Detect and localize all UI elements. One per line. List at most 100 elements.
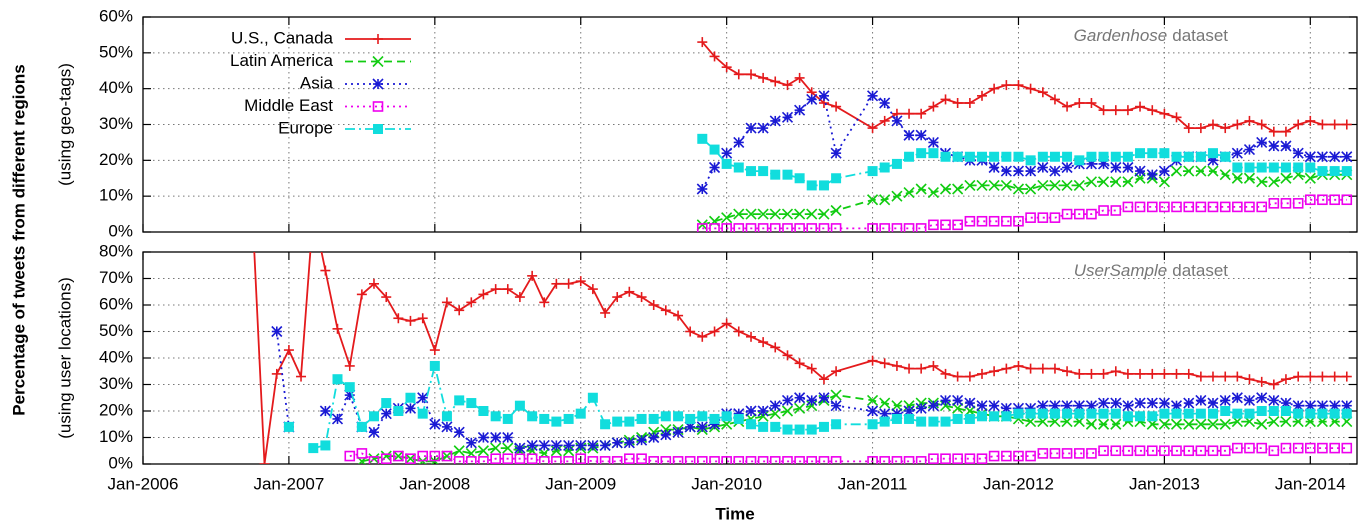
- marker-square: [697, 133, 708, 144]
- marker-square: [782, 456, 793, 464]
- marker-square: [733, 413, 744, 424]
- marker-stroke: [976, 400, 988, 412]
- data-point: [1122, 161, 1134, 174]
- marker-square: [1232, 408, 1243, 419]
- marker-square: [624, 416, 635, 427]
- marker-square: [1341, 166, 1352, 177]
- data-point: [1062, 151, 1073, 162]
- data-point: [539, 413, 550, 424]
- marker-square: [940, 151, 951, 162]
- data-point: [721, 223, 732, 232]
- marker-stroke: [550, 445, 562, 457]
- data-point: [916, 363, 927, 374]
- marker-stroke: [672, 426, 684, 438]
- marker-stroke: [1134, 397, 1146, 409]
- data-point: [1085, 176, 1098, 188]
- marker-stroke: [1268, 140, 1280, 152]
- marker-stroke: [1268, 394, 1280, 406]
- marker-stroke: [477, 445, 489, 457]
- data-point: [477, 431, 489, 444]
- data-point: [320, 265, 331, 276]
- data-point: [587, 439, 599, 452]
- data-point: [697, 133, 708, 144]
- marker-stroke: [733, 208, 745, 220]
- data-point: [891, 190, 903, 202]
- marker-stroke: [818, 208, 830, 220]
- annotation-emphasis: Gardenhose: [1074, 26, 1168, 45]
- data-point: [1183, 201, 1195, 213]
- marker-square: [636, 413, 647, 424]
- data-point: [1195, 151, 1206, 162]
- marker-stroke: [891, 400, 903, 412]
- marker-square: [1244, 408, 1255, 419]
- y-axis-label: (using user locations): [55, 277, 74, 439]
- data-point: [636, 292, 647, 303]
- data-point: [1183, 151, 1194, 162]
- data-point: [624, 453, 635, 464]
- legend-marker: [372, 55, 384, 68]
- marker-square: [794, 424, 805, 435]
- data-point: [1293, 371, 1304, 382]
- marker-square: [478, 406, 489, 416]
- marker-square: [393, 406, 404, 416]
- data-point: [1268, 198, 1280, 209]
- data-point: [794, 208, 806, 220]
- data-point: [417, 450, 429, 462]
- marker-square: [806, 180, 817, 191]
- data-point: [490, 431, 502, 444]
- data-point: [1086, 98, 1097, 108]
- marker-square: [1001, 411, 1012, 422]
- data-point: [1341, 151, 1353, 163]
- marker-square: [1159, 201, 1170, 213]
- marker-stroke: [794, 392, 806, 404]
- data-point: [1086, 368, 1097, 379]
- data-point: [952, 394, 964, 406]
- marker-stroke: [781, 111, 794, 123]
- data-point: [830, 223, 842, 232]
- data-point: [623, 437, 635, 449]
- plot-frame: [142, 16, 1358, 233]
- data-point: [319, 405, 331, 417]
- data-point: [1231, 392, 1243, 404]
- marker-square: [1268, 406, 1279, 416]
- data-point: [1110, 161, 1122, 174]
- marker-square: [904, 151, 915, 162]
- marker-square: [879, 456, 890, 464]
- data-point: [1061, 208, 1073, 220]
- data-point: [1268, 162, 1279, 173]
- marker-square: [952, 453, 963, 464]
- data-point: [1232, 119, 1243, 130]
- marker-square: [697, 411, 708, 422]
- marker-stroke: [1329, 151, 1341, 163]
- data-point: [1147, 368, 1158, 379]
- marker-square: [794, 173, 805, 184]
- marker-stroke: [550, 439, 562, 452]
- marker-square: [989, 151, 1000, 162]
- marker-square: [587, 456, 599, 464]
- data-point: [758, 166, 769, 177]
- marker-stroke: [404, 402, 417, 414]
- marker-square: [831, 173, 842, 184]
- data-point: [502, 431, 514, 444]
- data-point: [575, 453, 587, 464]
- data-point: [733, 136, 745, 148]
- marker-square: [575, 453, 587, 464]
- data-point: [308, 207, 318, 217]
- marker-square: [757, 223, 769, 232]
- marker-square: [1232, 162, 1243, 173]
- marker-stroke: [477, 431, 489, 444]
- data-point: [1305, 442, 1316, 454]
- data-point: [1219, 201, 1231, 213]
- data-point: [1280, 406, 1291, 416]
- y-tick-label: 60%: [99, 294, 133, 313]
- data-point: [660, 411, 671, 422]
- data-point: [1305, 371, 1316, 382]
- y-axis-title: Percentage of tweets from different regi…: [9, 64, 28, 415]
- marker-square: [867, 166, 878, 177]
- marker-stroke: [988, 400, 1000, 412]
- legend-label: Latin America: [230, 51, 334, 70]
- marker-square: [344, 382, 355, 393]
- marker-stroke: [1304, 172, 1316, 184]
- marker-stroke: [1170, 165, 1183, 177]
- marker-square: [1268, 445, 1280, 457]
